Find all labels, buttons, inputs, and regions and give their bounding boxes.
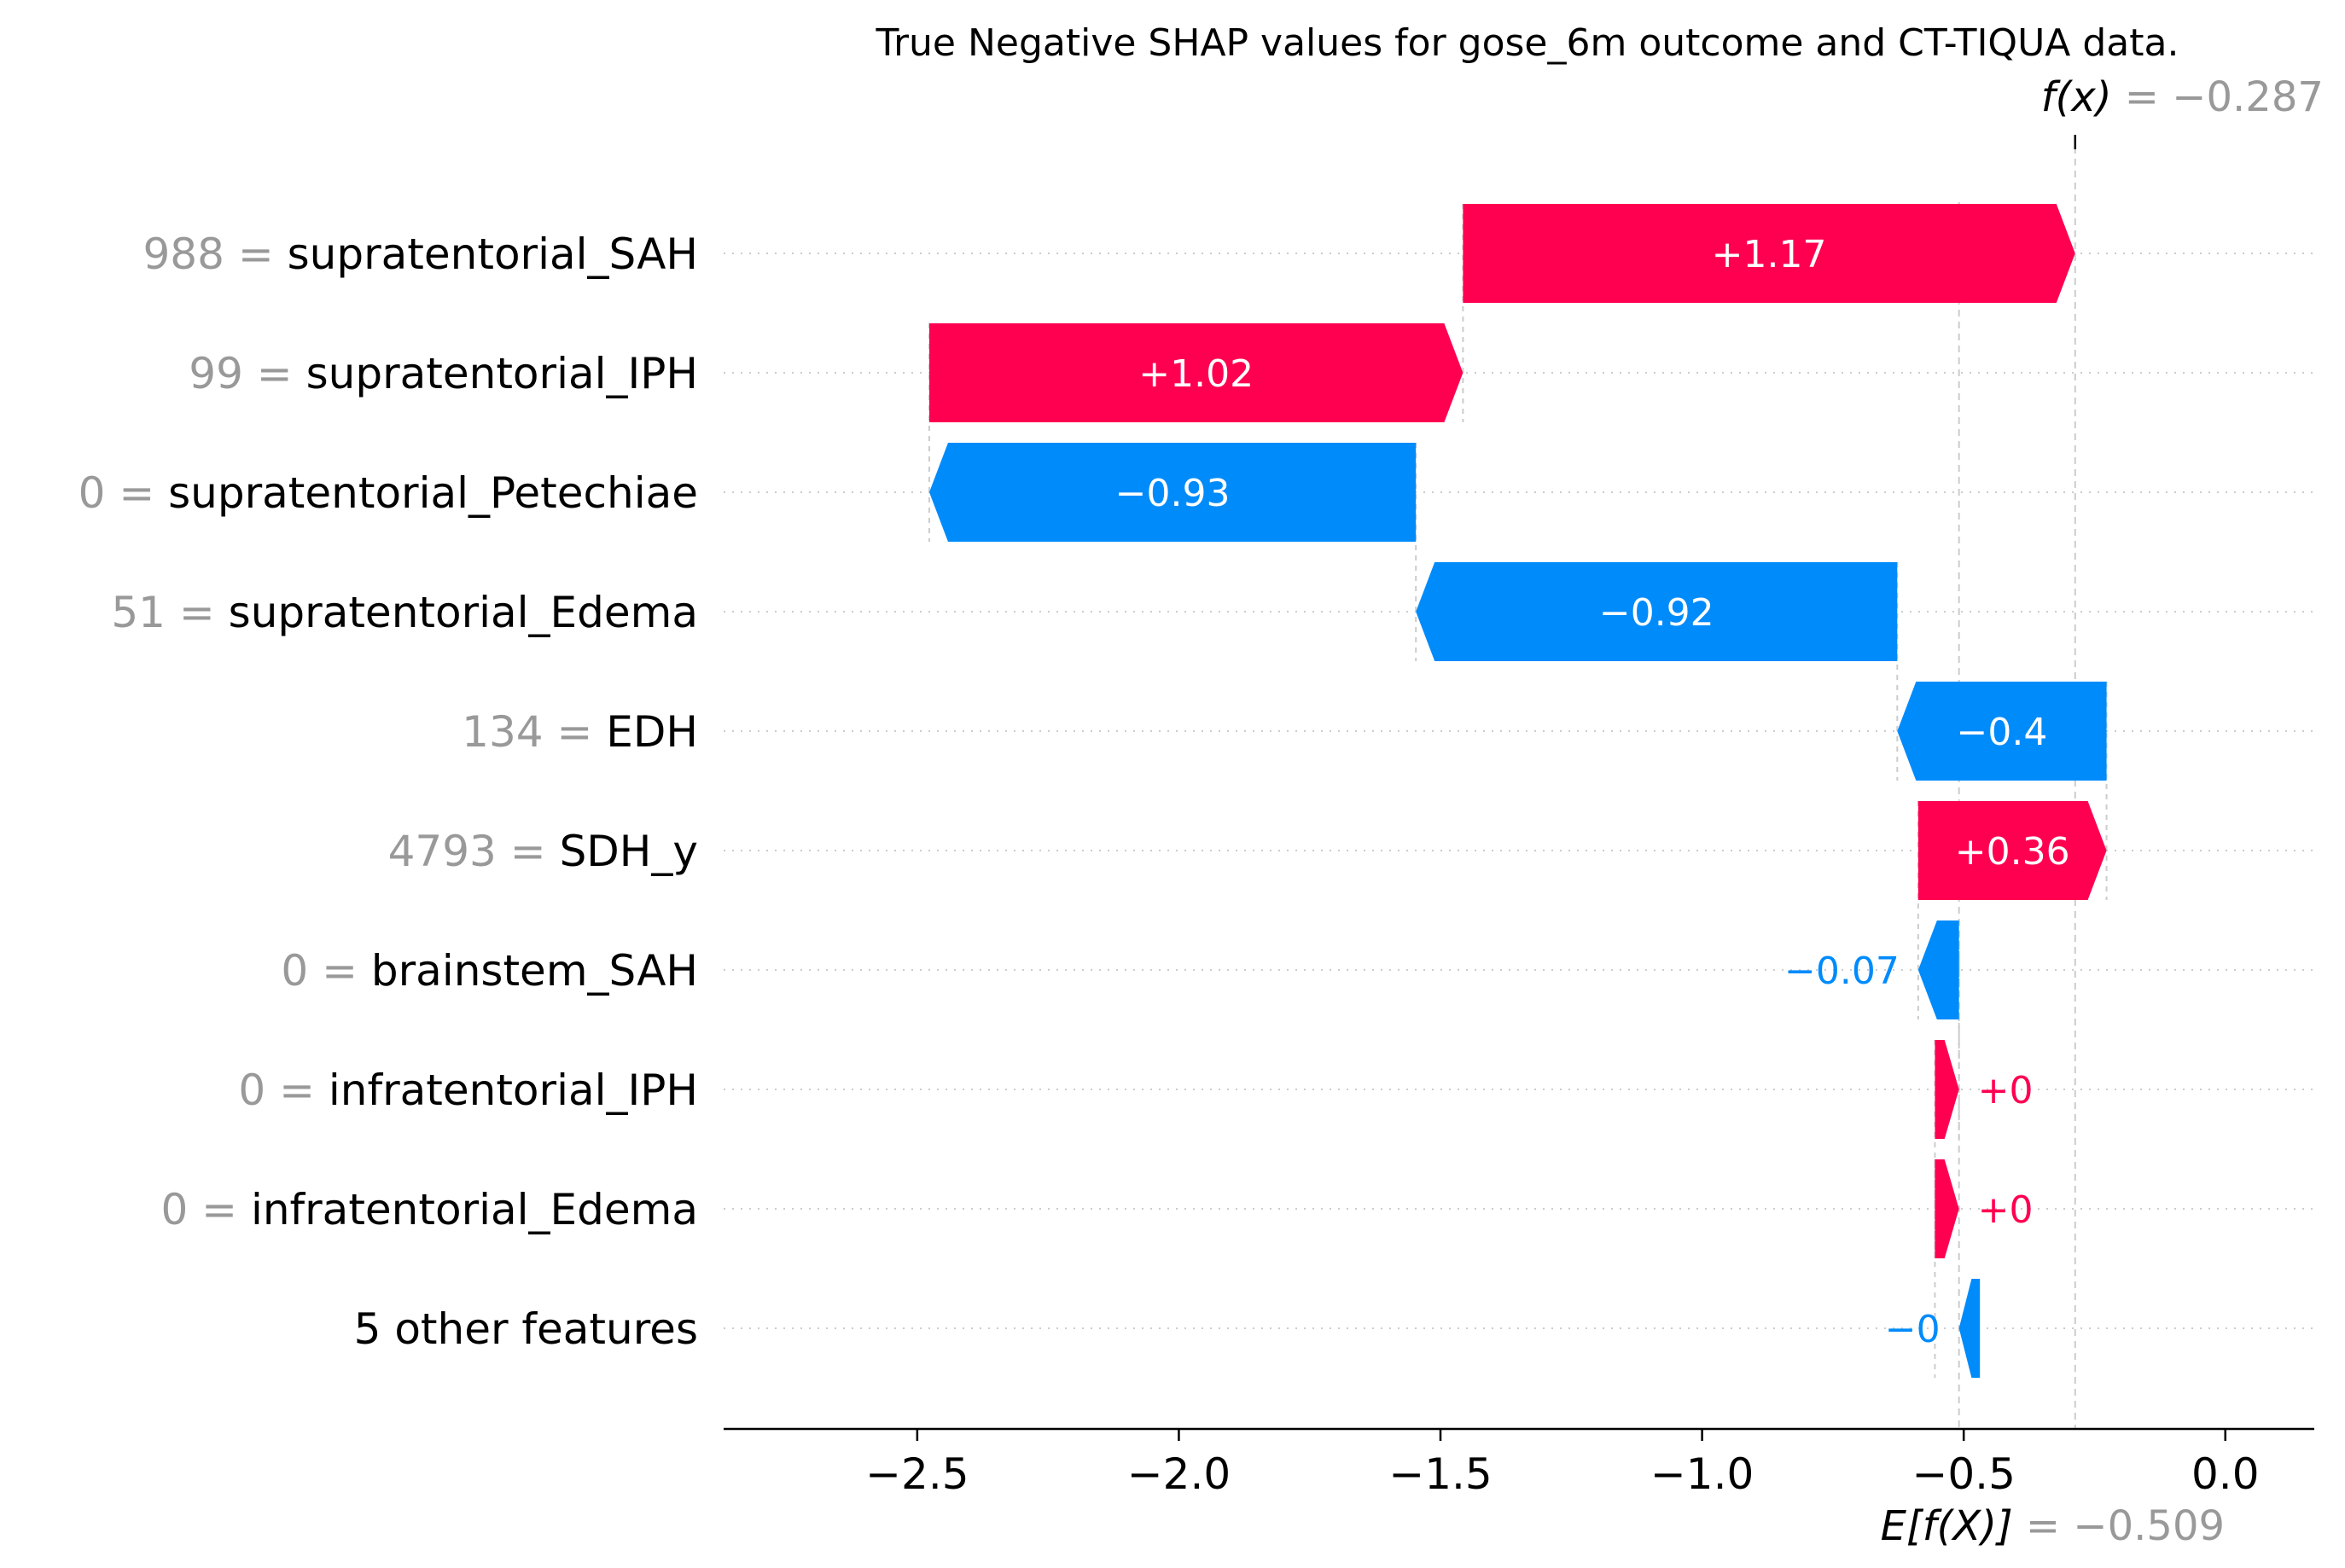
bar-value-label: +1.17 bbox=[1712, 233, 1827, 276]
feature-label: 0 = infratentorial_Edema bbox=[160, 1185, 698, 1234]
feature-value: 0 = bbox=[238, 1066, 329, 1115]
bar-supratentorial_Petechiae bbox=[928, 443, 1417, 542]
chart-title: True Negative SHAP values for gose_6m ou… bbox=[876, 21, 2179, 65]
feature-name: supratentorial_Petechiae bbox=[168, 468, 698, 518]
bar-value-label: −0 bbox=[1885, 1308, 1941, 1351]
feature-label: 988 = supratentorial_SAH bbox=[143, 229, 699, 279]
feature-label: 4793 = SDH_y bbox=[388, 827, 698, 876]
feature-value: 0 = bbox=[281, 946, 371, 996]
feature-value: 51 = bbox=[111, 588, 228, 637]
bar-supratentorial_Edema bbox=[1416, 562, 1898, 661]
feature-name: infratentorial_IPH bbox=[329, 1066, 698, 1115]
bar-value-label: +0 bbox=[1978, 1069, 2034, 1112]
bars-layer: +1.17 +1.02 −0.93 −0.92 −0.4 +0.36 −0.07 +0 +0 −0 bbox=[928, 204, 2107, 1378]
feature-value: 988 = bbox=[143, 229, 288, 279]
feature-name: EDH bbox=[606, 707, 698, 757]
feature-name: supratentorial_SAH bbox=[288, 229, 698, 279]
feature-label: 134 = EDH bbox=[462, 707, 698, 757]
feature-label: 99 = supratentorial_IPH bbox=[189, 349, 698, 398]
feature-value: 0 = bbox=[160, 1185, 251, 1234]
x-tick-label: −0.5 bbox=[1911, 1449, 2015, 1499]
feature-label: 0 = supratentorial_Petechiae bbox=[79, 468, 698, 518]
bar-value-label: −0.4 bbox=[1957, 711, 2048, 754]
feature-name: supratentorial_Edema bbox=[229, 588, 698, 637]
feature-label: 5 other features bbox=[354, 1304, 698, 1354]
bar-SDH_y bbox=[1917, 801, 2107, 900]
feature-value: 134 = bbox=[462, 707, 606, 757]
bar-value-label: −0.92 bbox=[1599, 591, 1714, 635]
efx-annotation: E[f(X)] = −0.509 bbox=[1881, 1502, 2225, 1550]
bar-value-label: +1.02 bbox=[1138, 352, 1254, 396]
x-tick-label: −1.0 bbox=[1650, 1449, 1754, 1499]
x-axis: −2.5 −2.0 −1.5 −1.0 −0.5 0.0 bbox=[724, 1427, 2314, 1499]
bar-infratentorial_Edema bbox=[1935, 1159, 1959, 1258]
feature-label: 0 = brainstem_SAH bbox=[281, 946, 698, 996]
bar-supratentorial_SAH bbox=[1463, 204, 2075, 303]
x-tick-label: −1.5 bbox=[1388, 1449, 1492, 1499]
feature-name: brainstem_SAH bbox=[371, 946, 698, 996]
feature-name: infratentorial_Edema bbox=[251, 1185, 698, 1234]
feature-labels: 988 = supratentorial_SAH 99 = supratentor… bbox=[79, 229, 698, 1354]
feature-value: 99 = bbox=[189, 349, 305, 398]
bar-value-label: −0.07 bbox=[1784, 950, 1900, 993]
bar-EDH bbox=[1897, 682, 2107, 781]
feature-label: 0 = infratentorial_IPH bbox=[238, 1066, 698, 1115]
feature-name: SDH_y bbox=[560, 827, 698, 876]
feature-value: 4793 = bbox=[388, 827, 560, 876]
bar-brainstem_SAH bbox=[1917, 920, 1959, 1019]
bar-5 other features bbox=[1958, 1279, 1981, 1378]
bar-infratentorial_IPH bbox=[1935, 1040, 1959, 1139]
feature-name: supratentorial_IPH bbox=[306, 349, 698, 398]
x-tick-label: 0.0 bbox=[2191, 1449, 2260, 1499]
annotations: f(x) = −0.287 E[f(X)] = −0.509 bbox=[1881, 73, 2324, 1550]
fx-annotation: f(x) = −0.287 bbox=[2041, 73, 2324, 121]
feature-label: 51 = supratentorial_Edema bbox=[111, 588, 698, 637]
bar-value-label: +0.36 bbox=[1955, 830, 2070, 874]
feature-value: 0 = bbox=[79, 468, 169, 518]
feature-name: 5 other features bbox=[354, 1304, 698, 1354]
bar-value-label: −0.93 bbox=[1115, 472, 1231, 515]
bar-supratentorial_IPH bbox=[928, 323, 1463, 422]
x-tick-label: −2.5 bbox=[865, 1449, 969, 1499]
x-tick-label: −2.0 bbox=[1127, 1449, 1231, 1499]
bar-value-label: +0 bbox=[1978, 1188, 2034, 1232]
